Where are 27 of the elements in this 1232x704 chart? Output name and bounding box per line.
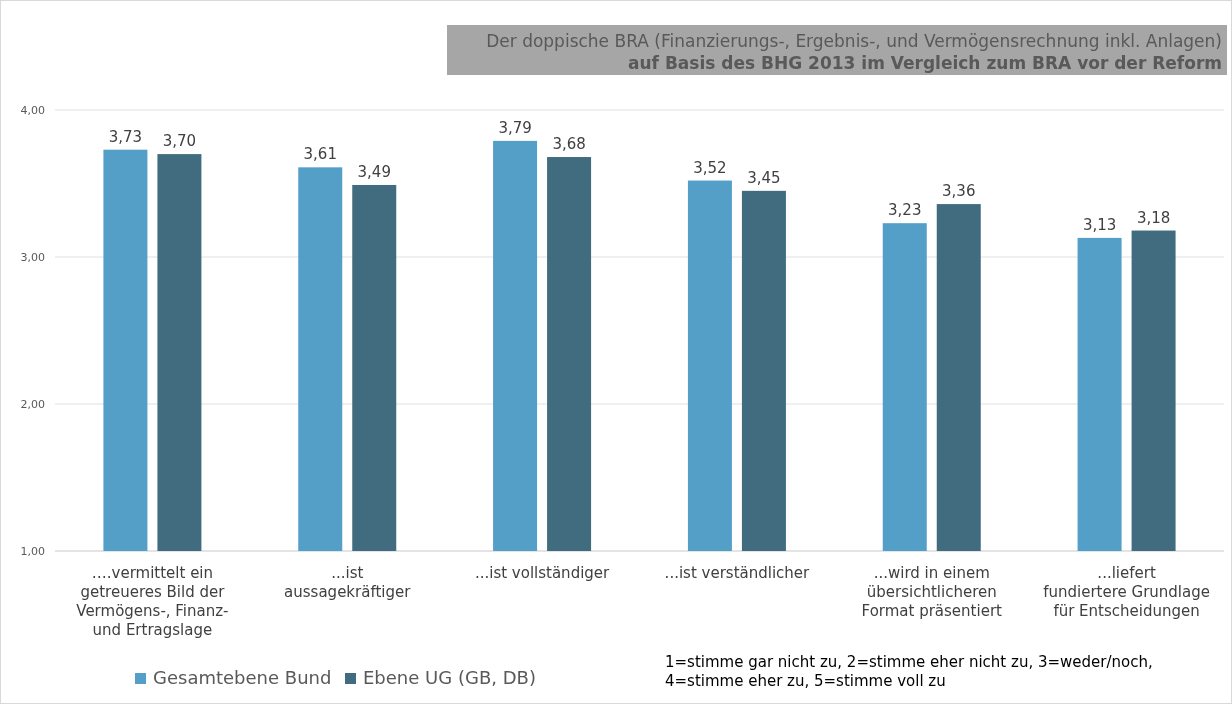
y-tick-label: 1,00 — [20, 545, 45, 558]
data-label: 3,79 — [498, 118, 532, 137]
data-label: 3,68 — [552, 135, 586, 154]
x-tick-label: ...liefert fundiertere Grundlage für Entscheidungen — [1043, 564, 1210, 620]
y-tick-label: 2,00 — [20, 398, 45, 411]
legend-label: Gesamtebene Bund — [153, 667, 332, 688]
text: 1=stimme gar nicht zu, 2=stimme eher nicht zu, 3=weder/noch, 4=stimme eher zu, 5=stimme voll zu — [665, 653, 1153, 690]
y-tick-label: 4,00 — [20, 104, 45, 117]
data-label: 3,23 — [888, 201, 922, 220]
chart-subtitle: auf Basis des BHG 2013 im Vergleich zum BRA vor der Reform — [628, 53, 1222, 73]
data-label: 3,49 — [357, 162, 391, 181]
legend-label: Ebene UG (GB, DB) — [363, 667, 536, 688]
x-tick-label: ...ist aussagekräftiger — [284, 564, 412, 601]
x-tick-label: ...ist verständlicher — [664, 564, 811, 582]
data-label: 3,18 — [1136, 208, 1171, 227]
data-label: 3,45 — [747, 168, 781, 187]
x-tick-label: ...ist vollständiger — [474, 564, 611, 582]
data-label: 3,73 — [108, 127, 143, 146]
data-label: 3,70 — [162, 132, 197, 151]
y-tick-label: 3,00 — [20, 251, 45, 264]
data-label: 3,52 — [693, 158, 727, 177]
data-label: 3,61 — [303, 145, 337, 164]
data-label: 3,13 — [1082, 215, 1117, 234]
x-tick-label: ….vermittelt ein getreueres Bild der Vermögens-, Finanz- und Ertragslage — [76, 564, 229, 639]
x-tick-label: ...wird in einem übersichtlicheren Format präsentiert — [861, 564, 1003, 620]
data-label: 3,36 — [942, 182, 976, 201]
chart-title: Der doppische BRA (Finanzierungs-, Ergebnis-, und Vermögensrechnung inkl. Anlagen) — [486, 31, 1222, 51]
